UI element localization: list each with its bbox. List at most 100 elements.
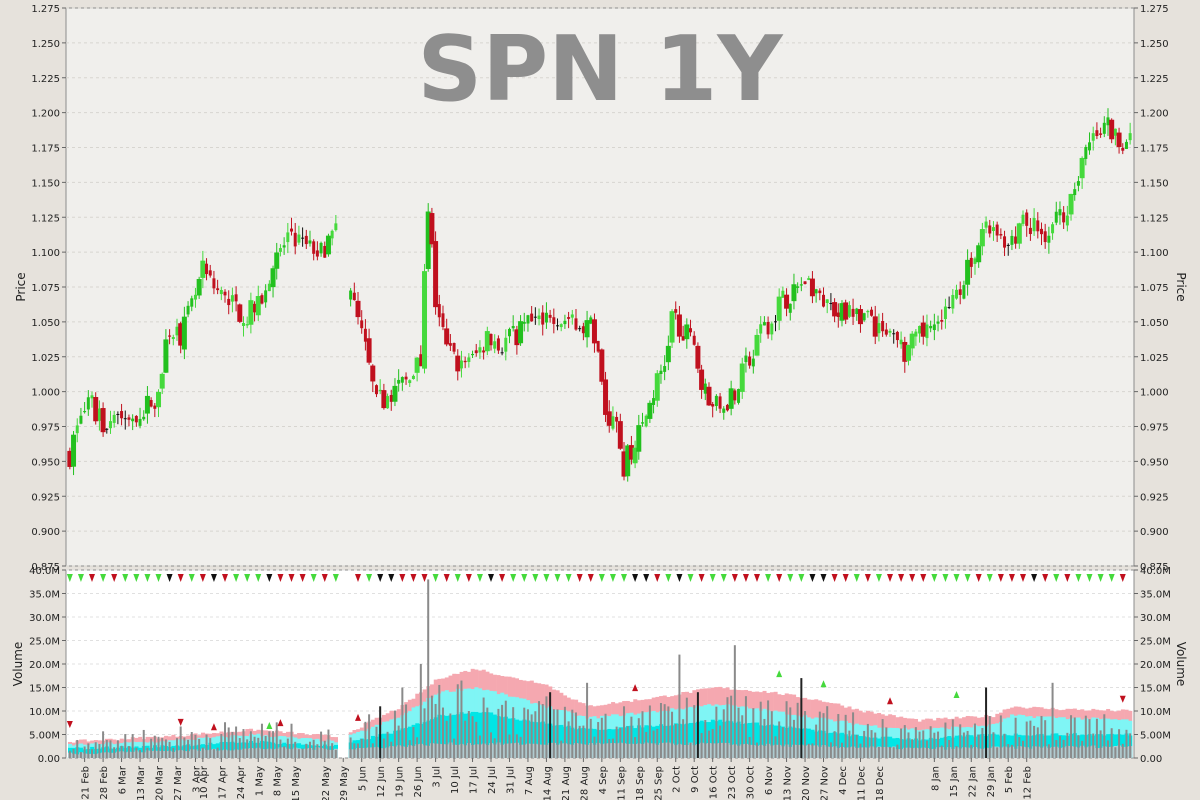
volume-signal-arrow [66,720,73,728]
volume-marker-top [997,574,1004,582]
candle-body [200,260,206,278]
price-tick-label: 1.125 [31,213,60,224]
candle-body [366,338,372,363]
volume-tick-label: 40.0M [1140,566,1171,577]
candle-body [692,335,696,345]
price-tick-label: 1.225 [31,74,60,85]
price-tick-label: 1.000 [31,388,60,399]
price-tick-label: 1.150 [31,178,60,189]
volume-bar [833,731,836,758]
volume-bar [737,707,740,758]
candle-body [791,284,797,302]
volume-bar [552,709,555,758]
candle-body [71,434,77,467]
volume-bar [1025,721,1028,758]
candle-body [866,310,870,313]
date-tick-label: 27 Mar [173,765,184,800]
candle-body [599,349,605,382]
volume-marker-top [765,574,772,582]
volume-bar [523,707,526,758]
date-tick-label: 19 Jun [395,766,406,798]
candle-body [984,221,988,228]
volume-bar [689,742,692,758]
volume-bar [116,740,119,758]
candle-body [1039,228,1043,235]
candle-body [370,365,376,382]
candle-body [444,328,450,345]
candle-body [518,321,524,344]
candle-body [832,302,838,317]
volume-bar [235,726,238,758]
candle-body [142,416,146,420]
volume-bar [556,709,559,758]
volume-bar [212,749,215,758]
volume-bar [962,732,965,758]
volume-marker-top [377,574,384,582]
volume-bar [534,711,537,758]
volume-bar [589,718,592,758]
volume-marker-top [410,574,417,582]
volume-bar [538,701,541,758]
volume-marker-top [676,574,683,582]
volume-bar [131,734,134,758]
candle-body [632,447,638,464]
price-grid [66,7,1134,567]
volume-bar [711,729,714,758]
candle-body [304,235,308,245]
price-tick-label: 1.050 [31,318,60,329]
date-tick-label: 1 May [254,766,265,796]
volume-bar [970,744,973,758]
candle-body [120,411,124,419]
volume-bar [999,715,1002,758]
candle-body [617,421,623,449]
candle-body [234,294,238,302]
volume-marker-top [576,574,583,582]
date-tick-label: 3 Apr [191,765,202,793]
volume-bar [1110,728,1113,758]
volume-marker-top [499,574,506,582]
candle-body [1121,147,1125,151]
candle-body [958,289,962,295]
candle-body [548,314,552,318]
volume-marker-top [565,574,572,582]
candle-body [108,421,112,429]
candle-body [892,333,896,335]
volume-bar [545,696,548,758]
volume-bar [1129,733,1132,758]
volume-signal-arrow [820,680,827,688]
date-tick-label: 28 Feb [99,766,110,800]
volume-axis-right: 0.00 5.00M 10.0M 15.0M 20.0M 25.0M 30.0M 35.0M 4… [1134,566,1171,765]
volume-marker-top [277,574,284,582]
volume-bar [427,579,430,758]
volume-bar [996,747,999,758]
candle-body [665,345,671,363]
candle-body [127,417,131,420]
volume-bar [441,707,444,758]
date-tick-label: 4 Sep [598,766,609,794]
volume-bar [87,743,90,758]
volume-marker-top [632,574,639,582]
volume-bar [83,746,86,758]
candle-body [404,376,408,380]
candle-body [1068,193,1074,215]
candle-body [1076,181,1080,186]
candle-body [293,232,297,247]
candle-body [855,308,859,315]
candle-body [1016,223,1022,244]
candle-body [714,395,718,407]
volume-bar [264,735,267,758]
candle-body [360,320,364,329]
candle-body [552,317,556,324]
candle-body [737,388,741,403]
volume-bar [900,728,903,758]
volume-bar [763,718,766,758]
volume-bar [201,747,204,758]
volume-bar [260,723,263,758]
volume-bar [1099,730,1102,758]
volume-bar [393,710,396,758]
volume-bar [715,706,718,758]
volume-bar [1055,740,1058,758]
candle-body [511,326,515,329]
candle-body [615,416,619,422]
candle-body [748,356,752,366]
